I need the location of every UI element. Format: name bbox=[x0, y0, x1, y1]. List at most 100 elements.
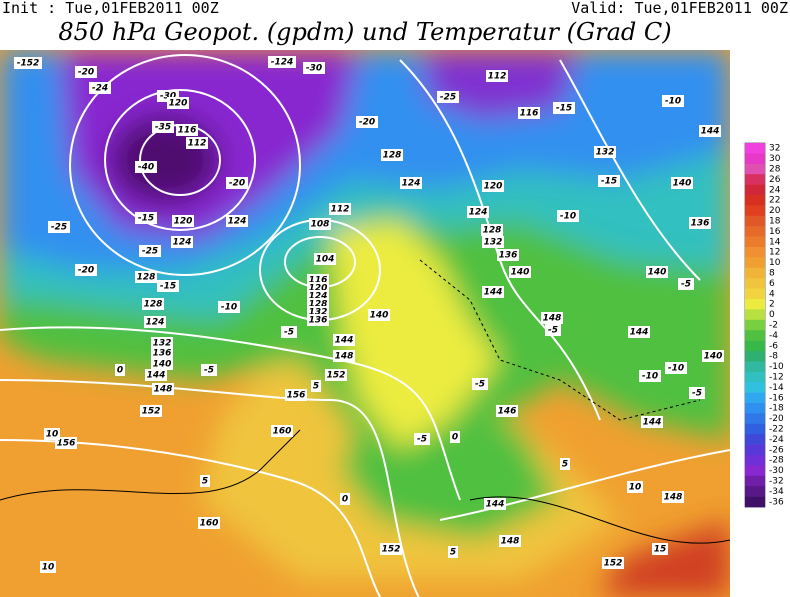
colorbar-label: 22 bbox=[769, 196, 780, 206]
contour-label-box bbox=[646, 266, 668, 278]
colorbar-swatch bbox=[745, 423, 765, 435]
contour-label-box bbox=[482, 236, 504, 248]
contour-label: 10 bbox=[42, 563, 55, 573]
colorbar-swatch bbox=[745, 475, 765, 487]
contour-label: 5 bbox=[562, 460, 568, 470]
colorbar-label: 14 bbox=[769, 237, 781, 247]
colorbar-label: -10 bbox=[769, 362, 784, 372]
colorbar-label: -30 bbox=[769, 466, 784, 476]
contour-label-box bbox=[518, 107, 540, 119]
contour-label: 124 bbox=[228, 217, 247, 227]
contour-label-box bbox=[172, 215, 194, 227]
colorbar-swatch bbox=[745, 371, 765, 383]
contour-label-box bbox=[598, 175, 620, 187]
contour-label-box bbox=[309, 218, 331, 230]
contour-label-box bbox=[545, 324, 561, 336]
contour-label-box bbox=[702, 350, 724, 362]
contour-label-box bbox=[467, 206, 489, 218]
contour-label-box bbox=[594, 146, 616, 158]
contour-label-box bbox=[157, 280, 179, 292]
contour-label: 116 bbox=[178, 126, 197, 136]
contour-label: 136 bbox=[499, 251, 518, 261]
contour-label-box bbox=[496, 405, 518, 417]
colorbar-label: 10 bbox=[769, 258, 781, 268]
colorbar-label: 8 bbox=[769, 269, 775, 279]
contour-label-box bbox=[145, 369, 167, 381]
contour-label: 120 bbox=[169, 99, 188, 109]
contour-label: 152 bbox=[142, 407, 161, 417]
colorbar-label: -16 bbox=[769, 393, 784, 403]
contour-label: 116 bbox=[520, 109, 539, 119]
colorbar-swatch bbox=[745, 288, 765, 300]
contour-label-box bbox=[151, 337, 173, 349]
contour-label: 148 bbox=[501, 537, 520, 547]
contour-label: 152 bbox=[382, 545, 401, 555]
contour-label-box bbox=[135, 212, 157, 224]
contour-label: 146 bbox=[498, 407, 517, 417]
contour-label-box bbox=[662, 491, 684, 503]
colorbar-swatch bbox=[745, 340, 765, 352]
contour-label: -40 bbox=[138, 163, 154, 173]
contour-label: 124 bbox=[173, 238, 192, 248]
contour-label: -152 bbox=[17, 59, 40, 69]
contour-label-box bbox=[333, 334, 355, 346]
contour-label: -20 bbox=[78, 266, 94, 276]
contour-label: -30 bbox=[306, 64, 322, 74]
contour-label: 144 bbox=[643, 418, 662, 428]
contour-label: -20 bbox=[78, 68, 94, 78]
colorbar-label: 4 bbox=[769, 289, 775, 299]
colorbar-swatch bbox=[745, 143, 765, 154]
contour-label: 120 bbox=[484, 182, 503, 192]
contour-label: 124 bbox=[469, 208, 488, 218]
contour-label-box bbox=[144, 316, 166, 328]
contour-label: -10 bbox=[642, 372, 658, 382]
colorbar-swatch bbox=[745, 309, 765, 321]
contour-label-box bbox=[689, 387, 705, 399]
contour-label: 104 bbox=[316, 255, 335, 265]
contour-label-box bbox=[55, 437, 77, 449]
contour-label-box bbox=[628, 326, 650, 338]
contour-label: 128 bbox=[309, 300, 328, 310]
colorbar-swatch bbox=[745, 195, 765, 206]
contour-label: 148 bbox=[664, 493, 683, 503]
contour-label: 128 bbox=[483, 226, 502, 236]
contour-label-box bbox=[200, 475, 210, 487]
contour-label-box bbox=[198, 517, 220, 529]
contour-label: 128 bbox=[144, 300, 163, 310]
colorbar-swatch bbox=[745, 299, 765, 310]
contour-label-box bbox=[151, 347, 173, 359]
contour-label-box bbox=[482, 286, 504, 298]
contour-label: -30 bbox=[160, 92, 176, 102]
contour-label-box bbox=[186, 137, 208, 149]
contour-label-box bbox=[152, 121, 174, 133]
contour-label: 124 bbox=[402, 179, 421, 189]
contour-label: -10 bbox=[221, 303, 237, 313]
colorbar-label: 20 bbox=[769, 206, 781, 216]
contour-label: -15 bbox=[556, 104, 572, 114]
contour-label-box bbox=[281, 326, 297, 338]
contour-label: -15 bbox=[160, 282, 176, 292]
contour-label-box bbox=[541, 312, 563, 324]
colorbar-swatch bbox=[745, 215, 765, 227]
contour-label: -5 bbox=[417, 435, 427, 445]
colorbar-label: 26 bbox=[769, 175, 781, 185]
colorbar-label: 16 bbox=[769, 227, 781, 237]
contour-label: 144 bbox=[335, 336, 354, 346]
contour-label-box bbox=[497, 249, 519, 261]
contour-label: 120 bbox=[309, 284, 328, 294]
contour-label: 132 bbox=[484, 238, 503, 248]
map-title: 850 hPa Geopot. (gpdm) und Temperatur (G… bbox=[58, 18, 671, 46]
colorbar-swatch bbox=[745, 236, 765, 248]
contour-label: -5 bbox=[475, 380, 485, 390]
contour-label-box bbox=[689, 217, 711, 229]
contour-label: 140 bbox=[511, 268, 530, 278]
contour-label-box bbox=[553, 102, 575, 114]
colorbar-swatch bbox=[745, 184, 765, 196]
contour-label: 5 bbox=[313, 382, 319, 392]
colorbar-swatch bbox=[745, 392, 765, 404]
contour-label-box bbox=[303, 62, 325, 74]
contour-label: 5 bbox=[450, 548, 456, 558]
colorbar-label: 12 bbox=[769, 248, 780, 258]
contour-label: 160 bbox=[273, 427, 292, 437]
